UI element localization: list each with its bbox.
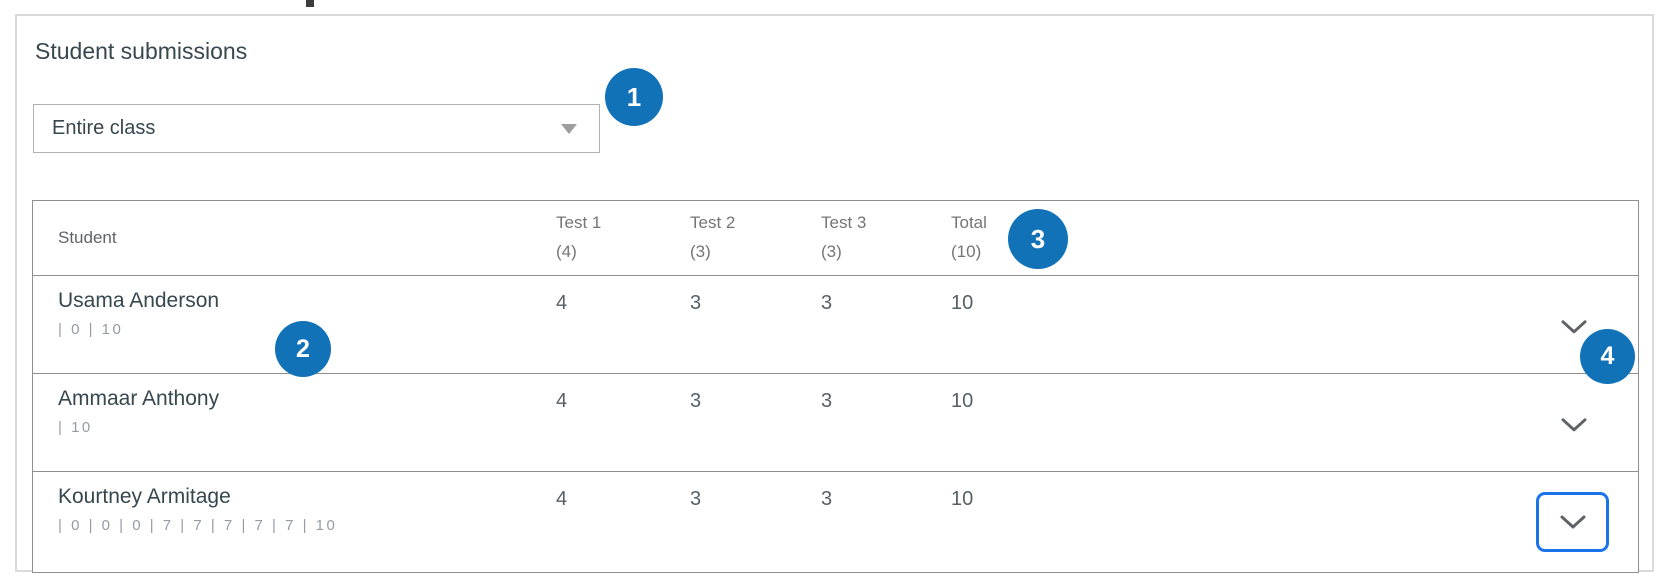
expand-row-button[interactable]: [1554, 409, 1594, 439]
student-score-history: | 0 | 0 | 0 | 7 | 7 | 7 | 7 | 7 | 10: [58, 517, 338, 534]
table-row: Kourtney Armitage | 0 | 0 | 0 | 7 | 7 | …: [33, 472, 1638, 572]
total-score: 10: [951, 488, 974, 510]
expand-row-button-focused[interactable]: [1536, 492, 1609, 552]
submissions-table: Student Test 1 (4) Test 2 (3) Test 3 (3)…: [32, 200, 1639, 573]
cropped-text-fragment: [306, 0, 314, 7]
test2-score: 3: [690, 390, 702, 412]
student-name: Kourtney Armitage: [58, 485, 231, 508]
student-submissions-panel: Student submissions Entire class Student…: [15, 14, 1654, 573]
column-header-test2: Test 2 (3): [690, 213, 736, 261]
column-header-student: Student: [58, 228, 117, 247]
test2-score: 3: [690, 292, 702, 314]
student-cell: Ammaar Anthony | 10: [33, 374, 556, 471]
panel-title: Student submissions: [35, 38, 248, 64]
dropdown-caret-icon: [561, 123, 577, 134]
test1-score: 4: [556, 292, 568, 314]
total-score: 10: [951, 390, 974, 412]
table-row: Usama Anderson | 0 | 10 4 3 3 10: [33, 276, 1638, 374]
test1-score: 4: [556, 488, 568, 510]
test3-score: 3: [821, 488, 833, 510]
class-filter-dropdown[interactable]: Entire class: [33, 104, 600, 153]
student-score-history: | 10: [58, 419, 93, 436]
expand-row-button[interactable]: [1554, 311, 1594, 341]
callout-badge-3: 3: [1008, 209, 1068, 269]
test2-score: 3: [690, 488, 702, 510]
student-cell: Kourtney Armitage | 0 | 0 | 0 | 7 | 7 | …: [33, 472, 556, 572]
chevron-down-icon: [1561, 319, 1587, 333]
test3-score: 3: [821, 390, 833, 412]
column-header-total: Total (10): [951, 213, 987, 261]
student-name: Usama Anderson: [58, 289, 220, 312]
total-score: 10: [951, 292, 974, 314]
column-header-test1: Test 1 (4): [556, 213, 602, 261]
callout-badge-2: 2: [275, 321, 331, 377]
callout-badge-4: 4: [1580, 329, 1635, 384]
student-score-history: | 0 | 10: [58, 321, 124, 338]
table-header-row: Student Test 1 (4) Test 2 (3) Test 3 (3)…: [33, 201, 1638, 276]
class-filter-value: Entire class: [52, 117, 156, 139]
chevron-down-icon: [1560, 515, 1585, 529]
student-cell: Usama Anderson | 0 | 10: [33, 276, 556, 373]
test1-score: 4: [556, 390, 568, 412]
student-name: Ammaar Anthony: [58, 387, 220, 410]
column-header-test3: Test 3 (3): [821, 213, 867, 261]
chevron-down-icon: [1561, 417, 1587, 431]
table-row: Ammaar Anthony | 10 4 3 3 10: [33, 374, 1638, 472]
test3-score: 3: [821, 292, 833, 314]
callout-badge-1: 1: [605, 68, 663, 126]
